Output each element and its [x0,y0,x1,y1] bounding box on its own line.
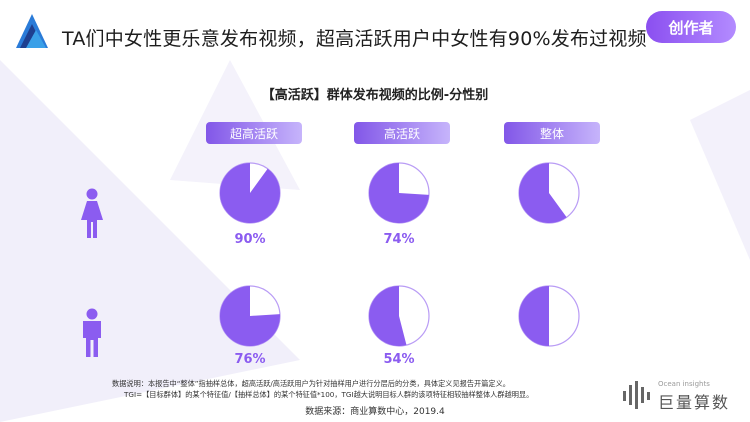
pie-slice [519,286,549,346]
data-note-line1: 数据说明：本报告中“整体”指抽样总体，超高活跃/高活跃用户为针对抽样用户进行分层… [112,379,510,388]
data-label-female-super-active: 90% [234,232,266,247]
column-header-super-active: 超高活跃 [206,122,302,144]
brand-subtitle: Ocean insights [658,380,710,388]
column-header-active: 高活跃 [354,122,450,144]
data-source: 数据来源：商业算数中心，2019.4 [305,407,445,417]
male-icon [83,308,101,357]
category-badge: 创作者 [646,11,736,43]
data-label-female-active: 74% [383,232,415,247]
pie-slice [219,286,280,346]
logo-icon [16,14,48,48]
pie-male-super-active [219,285,281,347]
pie-female-active [368,162,430,224]
column-header-overall: 整体 [504,122,600,144]
pie-slice [518,163,567,223]
page-title: TA们中女性更乐意发布视频，超高活跃用户中女性有90%发布过视频 [62,28,647,50]
pie-slice [369,286,407,346]
pie-male-active [368,285,430,347]
brand-logo-icon [623,381,650,409]
chart-title: 【高活跃】群体发布视频的比例-分性别 [261,88,489,103]
female-icon [81,188,103,238]
pie-female-overall [518,162,580,224]
pie-female-super-active [219,162,281,224]
data-label-male-super-active: 76% [234,352,266,367]
data-label-male-active: 54% [383,352,415,367]
pie-male-overall [518,285,580,347]
pie-slice [368,163,429,223]
data-note-line2: TGI=【目标群体】的某个特征值/【抽样总体】的某个特征值*100，TGI越大说… [124,390,534,399]
brand-name: 巨量算数 [658,393,731,412]
pie-slice [219,163,280,223]
